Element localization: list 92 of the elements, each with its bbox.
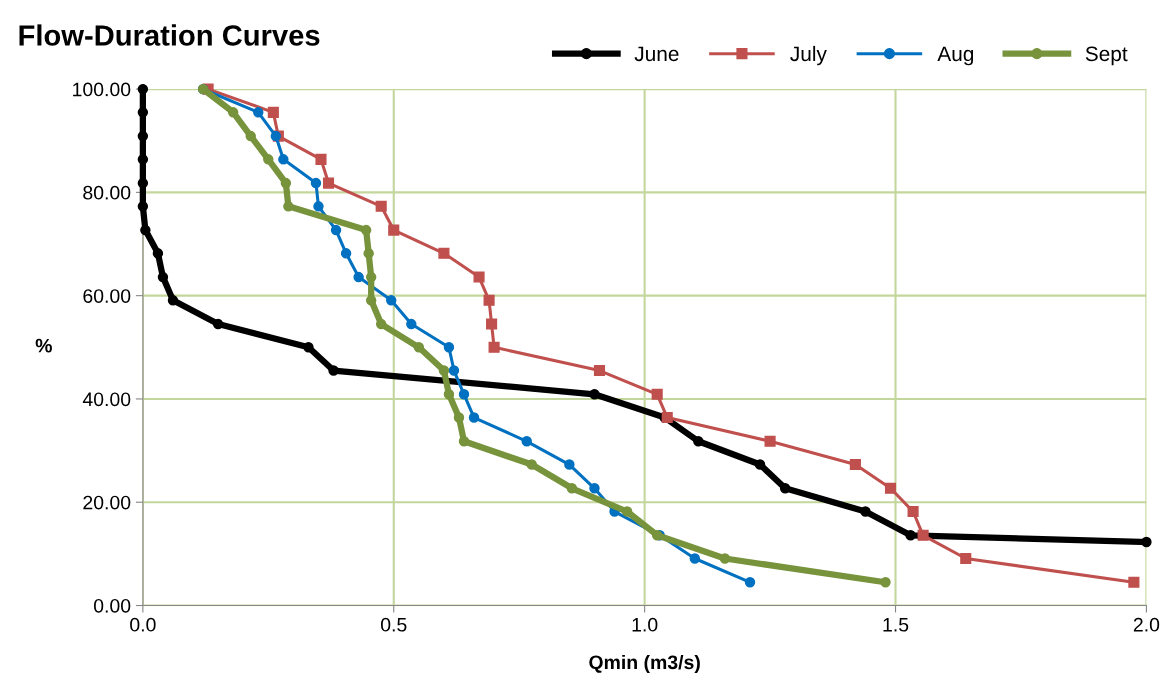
point xyxy=(849,458,861,471)
x-tick-label: 0.5 xyxy=(380,617,407,632)
point xyxy=(564,459,575,470)
point xyxy=(486,318,498,330)
point xyxy=(353,271,364,283)
point xyxy=(907,505,919,518)
point xyxy=(137,201,149,212)
point xyxy=(860,506,871,517)
point xyxy=(483,294,495,306)
y-tick-label: 40.00 xyxy=(82,392,131,407)
x-tick-label: 0.0 xyxy=(130,617,156,632)
point xyxy=(621,506,633,517)
point xyxy=(263,154,274,165)
point xyxy=(413,342,425,353)
point xyxy=(1141,536,1152,548)
point xyxy=(744,577,756,588)
point xyxy=(438,365,450,376)
point xyxy=(488,341,500,353)
y-tick-label: 20.00 xyxy=(83,495,131,510)
point xyxy=(137,154,149,165)
point xyxy=(360,224,372,236)
point xyxy=(313,201,324,212)
point xyxy=(1128,576,1140,588)
point xyxy=(566,483,578,494)
point xyxy=(589,389,600,400)
x-tick-label: 1.5 xyxy=(883,618,909,632)
x-tick-label: 2.0 xyxy=(1133,617,1160,632)
point xyxy=(315,153,327,165)
legend-label: June xyxy=(634,46,679,62)
point xyxy=(917,529,929,541)
point xyxy=(322,177,335,189)
x-tick-label: 1.0 xyxy=(632,617,658,632)
point xyxy=(386,295,397,306)
y-tick-label: 60.00 xyxy=(83,289,131,303)
point xyxy=(458,389,470,400)
point xyxy=(468,412,480,423)
point xyxy=(212,318,224,330)
point xyxy=(152,248,164,259)
point xyxy=(453,412,465,423)
y-tick-label: 100.00 xyxy=(73,82,131,97)
point xyxy=(280,177,292,189)
point xyxy=(960,552,972,565)
point xyxy=(719,553,731,564)
point xyxy=(253,107,264,118)
point xyxy=(754,459,766,470)
point xyxy=(227,107,239,118)
point xyxy=(448,365,460,376)
point xyxy=(167,295,179,306)
point xyxy=(137,107,149,118)
point xyxy=(330,224,342,236)
y-tick-label: 0.00 xyxy=(93,598,131,613)
point xyxy=(365,271,377,283)
point xyxy=(157,271,169,283)
point xyxy=(443,389,455,400)
legend-label: Aug xyxy=(937,46,974,66)
point xyxy=(593,364,606,377)
point xyxy=(328,365,339,376)
x-axis-title: Qmin (m3/s) xyxy=(589,654,700,674)
point xyxy=(521,436,532,447)
point xyxy=(283,201,294,212)
chart-title: Flow-Duration Curves xyxy=(19,24,320,46)
point xyxy=(267,106,279,118)
point xyxy=(303,342,314,353)
point xyxy=(340,248,352,259)
point xyxy=(589,483,600,494)
y-tick-label: 80.00 xyxy=(83,185,131,200)
point xyxy=(245,130,256,142)
legend-label: Sept xyxy=(1085,46,1128,66)
point xyxy=(651,388,663,400)
point xyxy=(278,154,289,165)
point xyxy=(363,248,374,259)
point xyxy=(884,482,897,494)
point xyxy=(365,295,377,306)
point xyxy=(473,271,485,283)
point xyxy=(406,318,417,330)
point xyxy=(905,530,916,541)
point xyxy=(443,342,455,353)
y-axis-title: % xyxy=(35,338,52,353)
point xyxy=(375,200,387,212)
point xyxy=(880,577,891,588)
point xyxy=(140,224,151,236)
point xyxy=(310,177,322,189)
point xyxy=(689,553,701,564)
point xyxy=(779,483,791,494)
point xyxy=(438,247,450,259)
point xyxy=(764,435,776,447)
point xyxy=(458,436,470,447)
legend-label: July xyxy=(790,45,827,66)
point xyxy=(375,318,387,330)
point xyxy=(526,459,537,470)
point xyxy=(388,224,400,236)
point xyxy=(693,436,704,447)
